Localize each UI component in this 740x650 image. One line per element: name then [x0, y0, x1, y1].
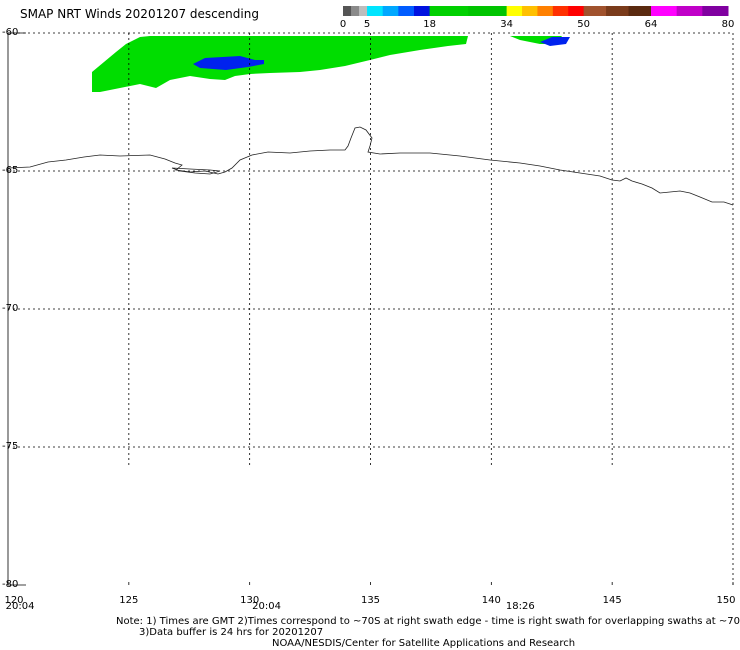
- longitude-label: 135: [360, 595, 381, 606]
- latitude-label: -65: [2, 165, 19, 176]
- swath-blue-patch: [193, 56, 264, 70]
- longitude-label: 150: [716, 595, 736, 606]
- colorbar-tick-label: 0: [339, 19, 347, 30]
- colorbar-tick-label: 5: [363, 19, 371, 30]
- colorbar-swatch: [702, 6, 729, 16]
- map-grid: [7, 32, 734, 586]
- longitude-label: 120: [4, 595, 24, 606]
- colorbar-swatch: [359, 6, 368, 16]
- colorbar-swatch: [651, 6, 678, 16]
- note-line-3: NOAA/NESDIS/Center for Satellite Applica…: [272, 638, 576, 649]
- colorbar-swatch: [343, 6, 352, 16]
- swath-green-left: [92, 36, 468, 92]
- latitude-label: -75: [2, 441, 19, 452]
- colorbar-swatch: [413, 6, 431, 16]
- note-line-1: Note: 1) Times are GMT 2)Times correspon…: [116, 616, 740, 627]
- colorbar-swatch: [429, 6, 469, 16]
- swath-blue-patch: [540, 37, 570, 46]
- colorbar: [343, 6, 729, 16]
- coastline-inlet: [171, 167, 221, 175]
- colorbar-swatch: [552, 6, 569, 16]
- map-title: SMAP NRT Winds 20201207 descending: [20, 7, 259, 21]
- coastline: [7, 126, 734, 206]
- colorbar-tick-label: 80: [721, 19, 735, 30]
- note-line-2: 3)Data buffer is 24 hrs for 20201207: [139, 627, 324, 638]
- latitude-label: -70: [2, 303, 19, 314]
- colorbar-swatch: [676, 6, 703, 16]
- colorbar-swatch: [382, 6, 399, 16]
- longitude-label: 145: [602, 595, 622, 606]
- colorbar-swatch: [367, 6, 384, 16]
- colorbar-swatch: [628, 6, 652, 16]
- longitude-label: 140: [481, 595, 501, 606]
- colorbar-tick-label: 18: [423, 19, 436, 30]
- colorbar-swatch: [506, 6, 523, 16]
- colorbar-swatch: [606, 6, 630, 16]
- swath-time-label: 20:04: [5, 601, 35, 612]
- longitude-label: 130: [240, 595, 260, 606]
- swath-time-label: 20:04: [252, 601, 281, 612]
- latitude-label: -80: [2, 579, 19, 590]
- colorbar-tick-label: 64: [644, 19, 658, 30]
- colorbar-swatch: [522, 6, 538, 16]
- latitude-label: -60: [2, 27, 19, 38]
- colorbar-swatch: [583, 6, 607, 16]
- colorbar-tick-label: 34: [500, 19, 513, 30]
- colorbar-swatch: [468, 6, 508, 16]
- wind-swaths: [92, 36, 570, 92]
- colorbar-tick-label: 50: [577, 19, 590, 30]
- colorbar-swatch: [568, 6, 585, 16]
- colorbar-swatch: [351, 6, 360, 16]
- longitude-label: 125: [119, 595, 139, 606]
- swath-time-label: 18:26: [505, 601, 535, 612]
- colorbar-swatch: [537, 6, 554, 16]
- colorbar-swatch: [398, 6, 415, 16]
